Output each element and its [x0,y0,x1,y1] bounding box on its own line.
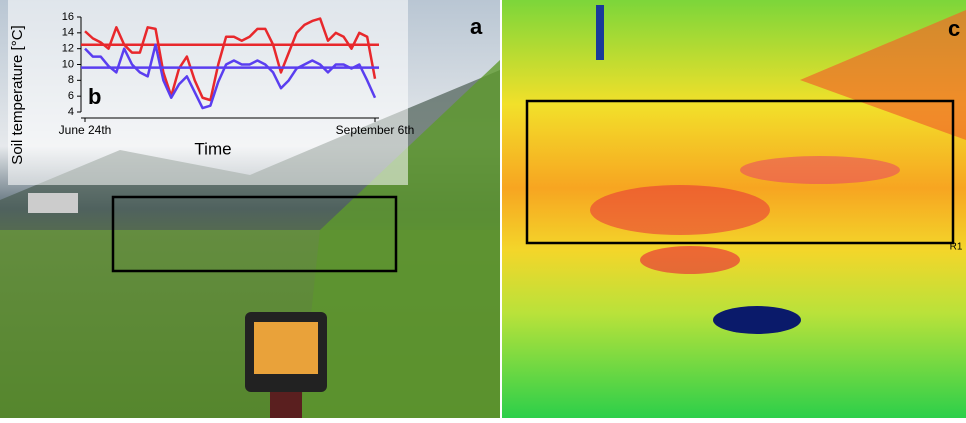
panel-label: b [88,84,101,109]
y-tick-label: 12 [62,43,74,55]
y-tick-label: 14 [62,27,74,39]
hot-patch [640,246,740,274]
x-tick-label: June 24th [59,123,112,137]
y-tick-label: 6 [68,90,74,102]
camera-screen [254,322,318,374]
x-tick-label: September 6th [336,123,415,137]
panel-label: a [470,14,483,39]
x-axis-label: Time [194,139,231,158]
y-tick-label: 8 [68,74,74,86]
panel-label: c [948,16,960,41]
figure: a R1 c b Time Soil temperature [°C] 4 6 8 1… [0,0,966,418]
tripod [270,392,302,418]
hot-patch [590,185,770,235]
y-axis-label: Soil temperature [°C] [9,25,26,164]
y-tick-label: 4 [68,106,74,118]
cold-patch [713,306,801,334]
inset-chart: b Time Soil temperature [°C] 4 6 8 10 12 14 16… [8,0,414,185]
buildings [28,193,78,213]
y-tick-label: 16 [62,11,74,23]
photo-c: R1 c [502,0,966,418]
cold-patch [596,5,604,60]
y-tick-label: 10 [62,58,74,70]
region-tag: R1 [950,242,963,253]
hot-patch [740,156,900,184]
